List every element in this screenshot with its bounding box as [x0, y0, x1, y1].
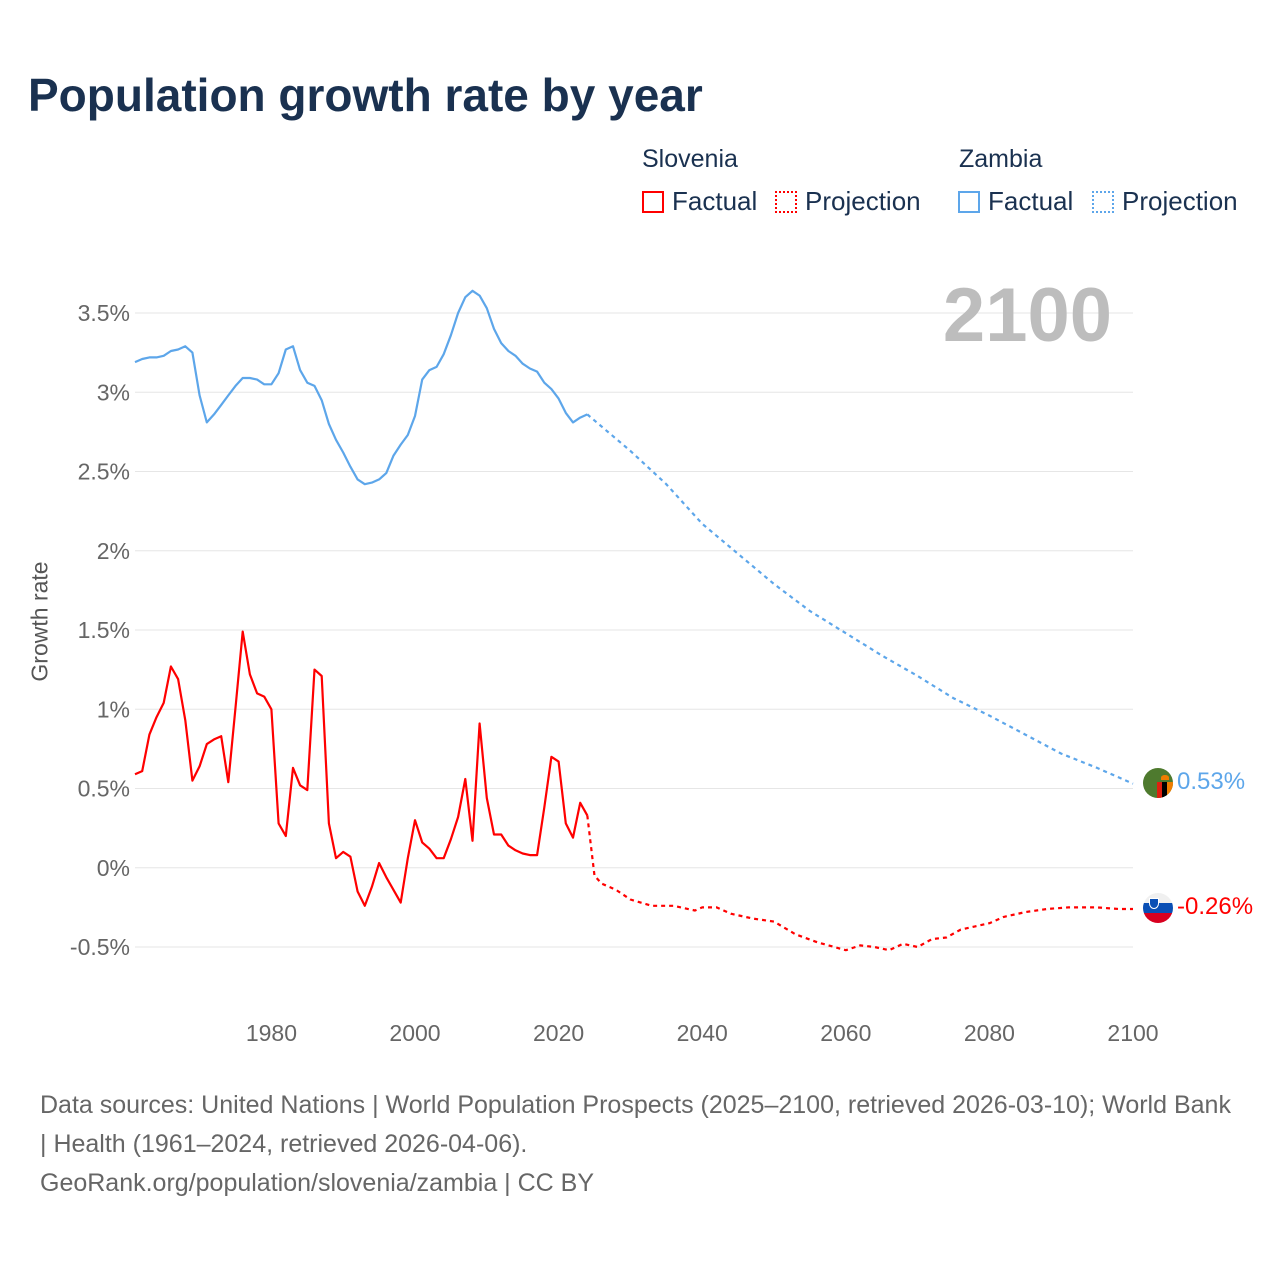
legend-title-slovenia: Slovenia — [642, 145, 738, 173]
series-line-zambia-factual — [134, 289, 588, 486]
legend-swatch — [642, 190, 664, 213]
series-line-slovenia-projection — [586, 815, 1133, 952]
series-line-slovenia-factual — [134, 630, 589, 907]
y-tick-label: 1% — [97, 696, 130, 722]
credit-link[interactable]: GeoRank.org/population/slovenia/zambia |… — [40, 1169, 595, 1197]
legend-label: Factual — [672, 186, 758, 216]
zambia-flag-icon — [1143, 768, 1173, 798]
x-tick-label: 2080 — [964, 1020, 1015, 1046]
current-year-label: 2100 — [942, 273, 1112, 358]
legend-label: Projection — [805, 186, 921, 216]
data-sources: Data sources: United Nations | World Pop… — [40, 1091, 1231, 1158]
y-tick-label: 3% — [97, 379, 130, 405]
x-tick-label: 2020 — [533, 1020, 584, 1046]
x-tick-label: 1980 — [246, 1020, 297, 1046]
y-tick-label: 0.5% — [78, 776, 130, 802]
legend-title-zambia: Zambia — [959, 145, 1043, 173]
chart-title: Population growth rate by year — [28, 69, 703, 121]
y-tick-label: 2.5% — [78, 459, 130, 485]
x-tick-label: 2060 — [820, 1020, 871, 1046]
legend-slovenia-factual[interactable]: Factual — [642, 186, 757, 217]
legend-label: Projection — [1122, 186, 1238, 216]
y-tick-label: -0.5% — [70, 934, 130, 960]
legend-label: Factual — [988, 186, 1074, 216]
legend-zambia-projection[interactable]: Projection — [1092, 186, 1238, 217]
y-tick-label: 2% — [97, 538, 130, 564]
slovenia-flag-icon — [1143, 893, 1173, 923]
y-tick-label: 3.5% — [78, 300, 130, 326]
x-tick-label: 2000 — [389, 1020, 440, 1046]
legend-swatch — [1092, 190, 1114, 213]
legend-zambia-factual[interactable]: Factual — [958, 186, 1073, 217]
legend-swatch — [958, 190, 980, 213]
y-tick-label: 1.5% — [78, 617, 130, 643]
series-line-zambia-projection — [586, 413, 1134, 785]
x-tick-label: 2040 — [677, 1020, 728, 1046]
x-tick-label: 2100 — [1107, 1020, 1158, 1046]
y-tick-label: 0% — [97, 855, 130, 881]
zambia-end-label: 0.53% — [1177, 768, 1246, 795]
legend-swatch — [775, 190, 797, 213]
slovenia-end-label: -0.26% — [1177, 893, 1254, 920]
legend-slovenia-projection[interactable]: Projection — [775, 186, 921, 217]
